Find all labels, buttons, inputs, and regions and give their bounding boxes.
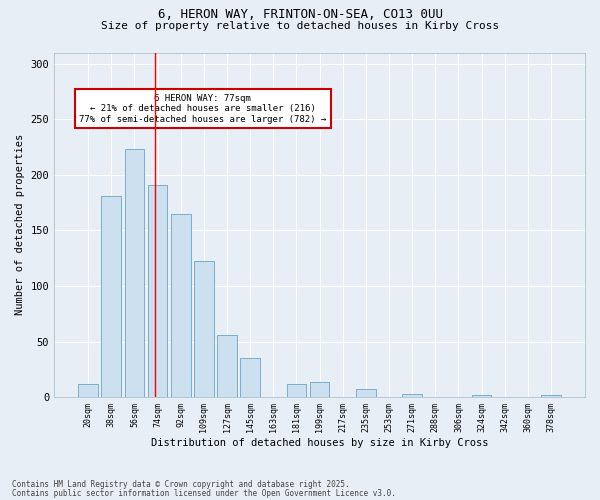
Text: 6 HERON WAY: 77sqm
← 21% of detached houses are smaller (216)
77% of semi-detach: 6 HERON WAY: 77sqm ← 21% of detached hou… (79, 94, 326, 124)
X-axis label: Distribution of detached houses by size in Kirby Cross: Distribution of detached houses by size … (151, 438, 488, 448)
Bar (125, 149, 144, 397)
Bar (403, 394, 422, 397)
Bar (287, 384, 306, 397)
Bar (78, 384, 98, 397)
Bar (356, 390, 376, 397)
Bar (472, 395, 491, 397)
Bar (171, 214, 191, 397)
Bar (241, 358, 260, 397)
Text: 6, HERON WAY, FRINTON-ON-SEA, CO13 0UU: 6, HERON WAY, FRINTON-ON-SEA, CO13 0UU (157, 8, 443, 20)
Text: Contains public sector information licensed under the Open Government Licence v3: Contains public sector information licen… (12, 488, 396, 498)
Bar (101, 196, 121, 397)
Y-axis label: Number of detached properties: Number of detached properties (15, 134, 25, 316)
Bar (148, 185, 167, 397)
Bar (310, 382, 329, 397)
Text: Size of property relative to detached houses in Kirby Cross: Size of property relative to detached ho… (101, 21, 499, 31)
Bar (194, 262, 214, 397)
Text: Contains HM Land Registry data © Crown copyright and database right 2025.: Contains HM Land Registry data © Crown c… (12, 480, 350, 489)
Bar (541, 395, 561, 397)
Bar (217, 335, 237, 397)
